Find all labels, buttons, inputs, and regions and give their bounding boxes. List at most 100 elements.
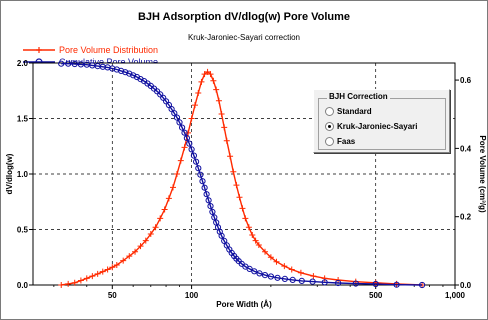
cpv-point <box>122 69 129 76</box>
pvd-point <box>147 230 154 237</box>
pvd-point <box>227 153 234 160</box>
y-left-tick-label: 1.5 <box>17 115 29 124</box>
option-faas-label: Faas <box>337 136 356 146</box>
y-right-tick-label: 0.2 <box>460 213 472 222</box>
cpv-point <box>267 273 274 280</box>
bjh-correction-title: BJH Correction <box>327 92 390 101</box>
radio-standard-icon[interactable] <box>325 106 334 116</box>
chart-title: BJH Adsorption dV/dlog(w) Pore Volume <box>138 11 350 23</box>
pvd-point <box>252 237 259 244</box>
pvd-point <box>213 86 220 93</box>
cpv-point <box>246 265 253 272</box>
cpv-point <box>261 272 269 279</box>
pvd-point <box>188 115 195 122</box>
pvd-point <box>99 268 106 275</box>
y-right-tick-label: 0.0 <box>460 281 472 290</box>
cpv-point <box>207 203 214 210</box>
cpv-point <box>201 184 208 191</box>
cpv-point <box>118 67 125 75</box>
cpv-point <box>372 280 379 288</box>
cpv-point <box>193 158 200 165</box>
cpv-point <box>256 270 263 277</box>
option-standard[interactable]: Standard <box>325 105 372 117</box>
option-kruk-jaroniec-sayari[interactable]: Kruk-Jaroniec-Sayari <box>325 120 417 132</box>
cpv-point <box>352 280 359 287</box>
x-tick-label: 100 <box>185 291 199 300</box>
cpv-point <box>393 281 400 288</box>
cpv-point <box>71 60 78 68</box>
pvd-point <box>113 262 120 269</box>
cpv-point <box>209 208 216 215</box>
y-left-tick-label: 1.0 <box>17 170 29 179</box>
legend-cpv-label: Cumulative Pore Volume <box>59 57 158 67</box>
cpv-point <box>109 65 116 72</box>
radio-faas-icon[interactable] <box>325 136 334 146</box>
cpv-point <box>309 278 316 285</box>
cpv-point <box>197 171 204 178</box>
cpv-point <box>281 275 288 282</box>
radio-kjs-icon[interactable] <box>325 121 334 131</box>
pvd-point <box>267 254 274 261</box>
cpv-point <box>154 88 161 95</box>
pvd-point <box>236 194 243 201</box>
pvd-line <box>61 71 423 286</box>
chart-subtitle: Kruk-Jaroniec-Sayari correction <box>188 33 300 42</box>
cpv-point <box>251 268 258 275</box>
pvd-point <box>94 270 101 277</box>
pvd-point <box>273 258 280 265</box>
pvd-point <box>201 71 208 78</box>
cpv-point <box>335 279 342 287</box>
cpv-point <box>205 197 212 204</box>
cpv-point <box>157 91 164 98</box>
bjh-correction-group: Standard Kruk-Jaroniec-Sayari Faas <box>318 98 446 150</box>
pvd-point <box>245 224 252 231</box>
cpv-point <box>289 276 296 283</box>
pvd-point <box>210 77 217 84</box>
cpv-point <box>183 135 190 142</box>
cpv-point <box>171 110 178 117</box>
bjh-correction-panel: Standard Kruk-Jaroniec-Sayari Faas BJH C… <box>313 89 450 153</box>
pvd-point <box>65 280 72 287</box>
cpv-point <box>298 277 305 284</box>
cpv-point <box>113 66 120 73</box>
pvd-point <box>58 282 65 288</box>
y-right-tick-label: 0.6 <box>460 76 472 85</box>
pvd-point <box>195 89 202 96</box>
pvd-point <box>239 205 246 212</box>
pvd-point <box>191 102 198 109</box>
y-right-tick-label: 0.4 <box>460 144 472 153</box>
cpv-point <box>181 129 188 136</box>
x-axis-label: Pore Width (Å) <box>216 300 272 309</box>
pvd-point <box>109 264 116 271</box>
pvd-point <box>255 242 262 249</box>
pvd-point <box>223 137 230 144</box>
cpv-point <box>176 119 183 126</box>
legend-pvd-marker <box>36 47 42 53</box>
pvd-point <box>132 248 139 255</box>
x-tick-label: 50 <box>108 291 117 300</box>
pvd-point <box>310 273 317 280</box>
cpv-point <box>203 191 210 198</box>
pvd-point <box>104 266 111 273</box>
pvd-point <box>173 171 180 177</box>
pvd-point <box>242 215 249 222</box>
y-axis-label-left: dV/dlog(w) <box>5 153 14 194</box>
option-faas[interactable]: Faas <box>325 135 355 147</box>
cpv-point <box>126 70 133 77</box>
cpv-point <box>130 72 137 79</box>
pvd-point <box>77 277 84 284</box>
pvd-point <box>165 195 172 202</box>
option-standard-label: Standard <box>337 106 372 116</box>
cpv-point <box>211 214 218 221</box>
cpv-point <box>186 140 193 147</box>
pvd-point <box>89 273 96 280</box>
cpv-point <box>221 237 228 244</box>
pvd-point <box>230 168 237 175</box>
pvd-point <box>137 243 144 250</box>
y-left-tick-label: 0.0 <box>17 281 29 290</box>
legend-pvd-label: Pore Volume Distribution <box>59 45 158 55</box>
cpv-point <box>199 178 206 185</box>
pvd-point <box>221 124 228 131</box>
